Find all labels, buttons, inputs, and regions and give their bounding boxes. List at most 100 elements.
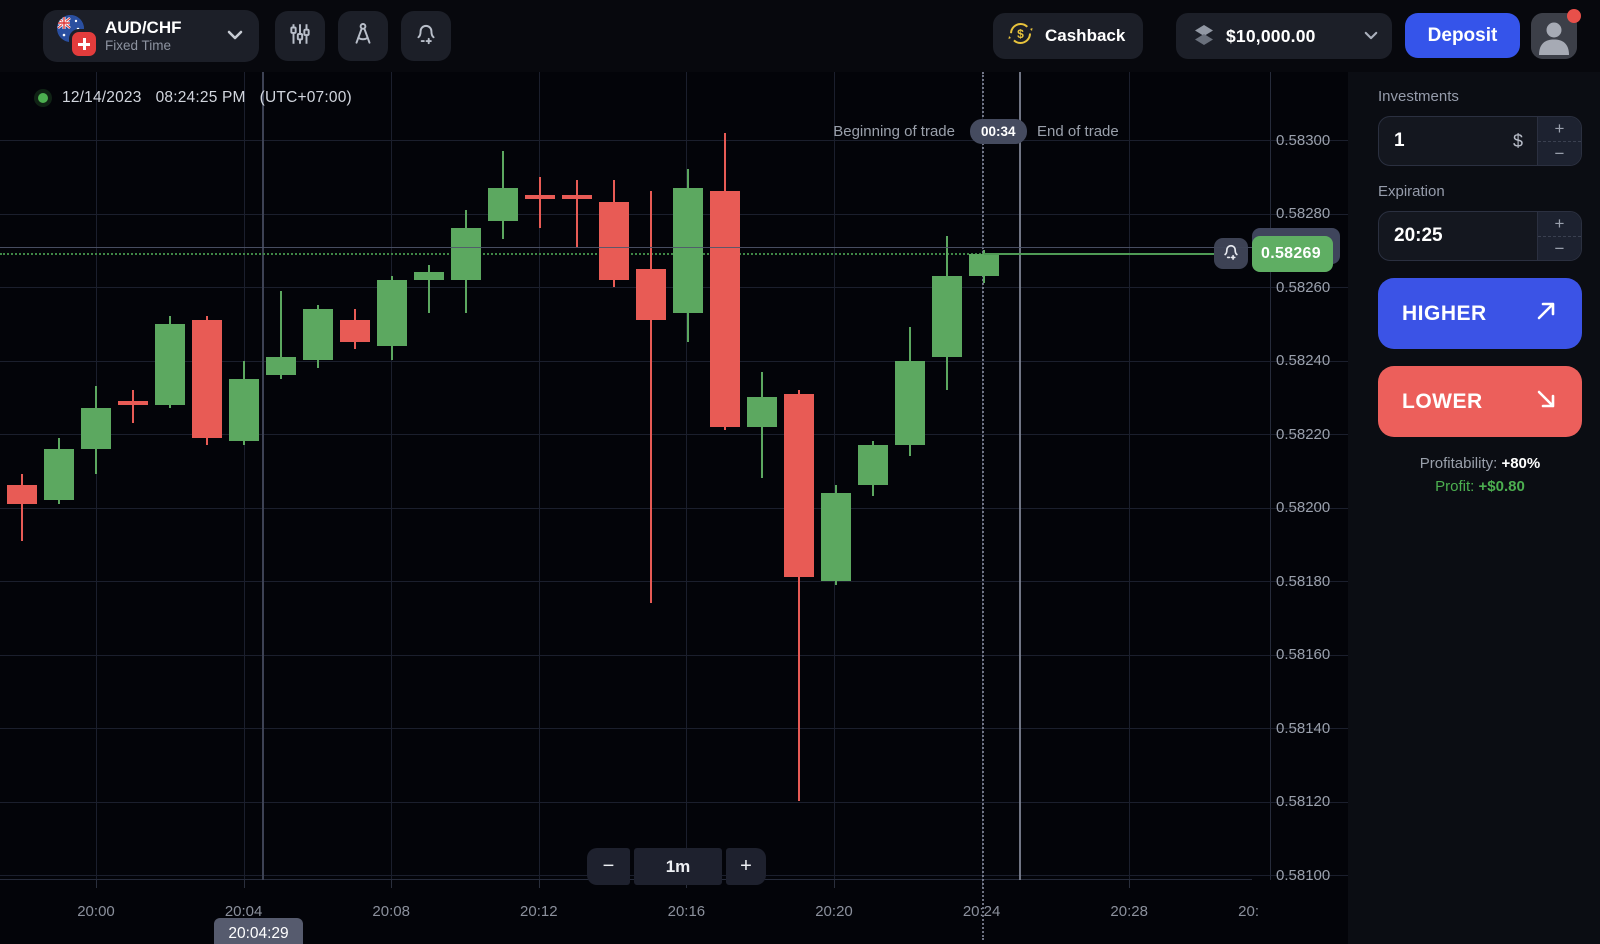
time-axis-tick [243, 880, 245, 888]
current-price-line [984, 252, 1214, 255]
time-gridline [243, 72, 245, 880]
trade-panel: Investments 1 $ + − Expiration 20:25 + −… [1348, 72, 1600, 944]
investments-input[interactable]: 1 [1394, 130, 1405, 151]
cashback-label: Cashback [1045, 26, 1126, 45]
time-axis-tick [538, 880, 540, 888]
expiration-input[interactable]: 20:25 [1394, 225, 1443, 246]
price-axis-label: 0.58280 [1276, 205, 1331, 222]
zoom-out-button[interactable]: − [587, 848, 630, 885]
price-gridline [0, 140, 1348, 141]
time-gridline [96, 72, 97, 880]
investments-label: Investments [1378, 88, 1459, 105]
chevron-down-icon [1364, 27, 1378, 45]
cashback-button[interactable]: $ Cashback [993, 13, 1144, 59]
lower-button[interactable]: LOWER [1378, 366, 1582, 437]
candle-body [710, 191, 740, 427]
time-gridline [391, 72, 393, 880]
time-gridline [834, 72, 835, 880]
indicators-button[interactable] [275, 11, 325, 61]
end-of-trade-line [1018, 72, 1021, 880]
price-axis-label: 0.58100 [1276, 866, 1331, 884]
compass-icon [350, 21, 376, 52]
price-gridline [0, 654, 1348, 656]
time-gridline [538, 72, 540, 880]
candle-body [784, 393, 814, 578]
price-axis-label: 0.58300 [1276, 131, 1331, 149]
price-axis-label: 0.58260 [1276, 278, 1331, 296]
chart-pane[interactable]: 0.58300 0.58280 0.58260 0.58240 0.58220 0.582… [0, 72, 1348, 944]
current-price-dotted-line [0, 252, 984, 255]
bell-plus-icon [413, 21, 439, 52]
price-gridline [0, 434, 1348, 435]
session-status-dot [38, 93, 48, 103]
indicators-icon [287, 21, 313, 52]
currency-symbol: $ [1512, 130, 1523, 151]
time-axis-label: 20:24 [962, 903, 1001, 920]
balance-selector[interactable]: $10,000.00 [1176, 13, 1392, 59]
time-axis-label: 20: [1238, 903, 1259, 920]
candle-body [7, 485, 37, 504]
profile-avatar[interactable] [1531, 9, 1581, 59]
balance-amount: $10,000.00 [1226, 25, 1316, 46]
candle-wick [280, 290, 282, 379]
profitability-value: +80% [1501, 455, 1541, 472]
candle-body [821, 492, 851, 581]
expiration-decrease-button[interactable]: − [1538, 237, 1581, 261]
beginning-of-trade-label: Beginning of trade [833, 123, 955, 140]
candle-body [44, 448, 74, 501]
server-datetime: 12/14/2023 08:24:25 PM (UTC+07:00) [38, 89, 352, 107]
drawing-tools-button[interactable] [338, 11, 388, 61]
candle-body [303, 309, 333, 361]
layers-icon [1192, 22, 1216, 51]
expiration-label: Expiration [1378, 183, 1445, 200]
current-price-tag: 0.58269 [1252, 235, 1333, 272]
timezone-text: (UTC+07:00) [259, 89, 352, 106]
crosshair-vertical-line [262, 72, 264, 880]
expiration-increase-button[interactable]: + [1538, 212, 1581, 237]
candle-body [895, 360, 925, 446]
candle-wick [798, 389, 800, 802]
crosshair-time-tooltip: 20:04:29 [214, 918, 303, 944]
zoom-in-button[interactable]: + [726, 848, 766, 885]
time-axis-label: 20:12 [520, 903, 558, 920]
price-axis-label: 0.58160 [1276, 646, 1331, 663]
time-axis-label: 20:28 [1110, 903, 1148, 920]
asset-pair-selector[interactable]: AUD/CHF Fixed Time [43, 10, 259, 62]
trade-open-price-line [0, 246, 1252, 249]
candle-body [673, 187, 703, 313]
bell-plus-icon [1221, 242, 1241, 265]
svg-text:$: $ [1017, 27, 1024, 41]
price-gridline [0, 581, 1348, 582]
trade-meta: Profitability: +80% Profit: +$0.80 [1378, 452, 1582, 499]
candle-body [340, 320, 370, 343]
deposit-button[interactable]: Deposit [1405, 13, 1520, 58]
candle-wick [132, 389, 134, 423]
alerts-button[interactable] [401, 11, 451, 61]
profitability-line: Profitability: +80% [1419, 455, 1541, 472]
candle-body [636, 268, 666, 321]
candle-body [451, 228, 481, 280]
price-gridline [0, 507, 1348, 509]
expiration-stepper: + − [1537, 212, 1581, 260]
timeframe-button[interactable]: 1m [634, 848, 722, 885]
profit-line: Profit: +$0.80 [1435, 478, 1525, 496]
create-alert-at-price-button[interactable] [1214, 238, 1248, 270]
profit-value: +$0.80 [1478, 478, 1525, 496]
investments-increase-button[interactable]: + [1538, 117, 1581, 142]
cashback-icon: $ [1007, 20, 1034, 52]
expiration-field: 20:25 + − [1378, 211, 1582, 261]
candle-body [192, 320, 222, 438]
higher-button[interactable]: HIGHER [1378, 278, 1582, 349]
beginning-of-trade-line [981, 72, 984, 940]
candle-body [969, 253, 999, 276]
time-axis-label: 20:20 [815, 903, 853, 920]
investments-decrease-button[interactable]: − [1538, 142, 1581, 166]
price-axis-label: 0.58140 [1276, 719, 1331, 737]
chf-flag-icon [69, 29, 99, 59]
arrow-up-right-icon [1534, 299, 1558, 329]
investments-stepper: + − [1537, 117, 1581, 165]
time-text: 08:24:25 PM [155, 89, 246, 106]
candle-wick [428, 264, 430, 313]
candle-wick [539, 176, 541, 229]
time-axis-tick [96, 880, 97, 888]
